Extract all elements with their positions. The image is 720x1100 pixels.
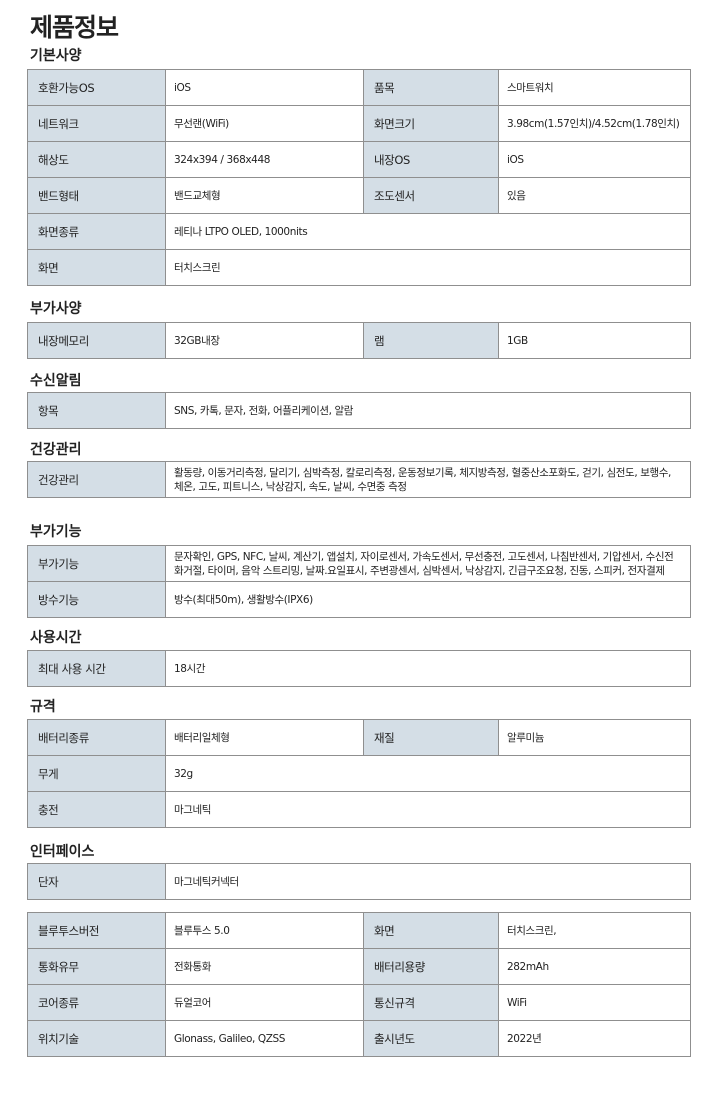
spec-value: 무선랜(WiFi) (165, 105, 364, 142)
section-heading: 기본사양 (30, 48, 82, 64)
spec-value: 3.98cm(1.57인치)/4.52cm(1.78인치) (498, 105, 691, 142)
spec-value: 스마트워치 (498, 69, 691, 106)
spec-value: WiFi (498, 984, 691, 1021)
spec-value: 32g (165, 755, 691, 792)
spec-table: 단자 마그네틱커넥터 (27, 863, 692, 900)
spec-row: 밴드형태 밴드교체형 조도센서 있음 (27, 177, 691, 214)
spec-label: 램 (363, 322, 499, 359)
spec-value: 레티나 LTPO OLED, 1000nits (165, 213, 691, 250)
spec-label: 배터리용량 (363, 948, 499, 985)
spec-label: 무게 (27, 755, 166, 792)
spec-row: 호환가능OS iOS 품목 스마트워치 (27, 69, 691, 106)
spec-label: 재질 (363, 719, 499, 756)
spec-value: 방수(최대50m), 생활방수(IPX6) (165, 581, 691, 618)
spec-label: 블루투스버전 (27, 912, 166, 949)
spec-label: 코어종류 (27, 984, 166, 1021)
spec-table: 배터리종류 배터리일체형 재질 알루미늄 무게 32g 충전 마그네틱 (27, 719, 691, 828)
spec-value: 2022년 (498, 1020, 691, 1057)
spec-row: 코어종류 듀얼코어 통신규격 WiFi (27, 984, 691, 1021)
spec-row: 블루투스버전 블루투스 5.0 화면 터치스크린, (27, 912, 691, 949)
spec-label: 화면크기 (363, 105, 499, 142)
spec-value: 18시간 (165, 650, 691, 687)
spec-value: 32GB내장 (165, 322, 364, 359)
spec-label: 밴드형태 (27, 177, 166, 214)
spec-label: 최대 사용 시간 (27, 650, 166, 687)
spec-label: 건강관리 (27, 461, 166, 498)
spec-row: 위치기술 Glonass, Galileo, QZSS 출시년도 2022년 (27, 1020, 691, 1057)
spec-label: 통신규격 (363, 984, 499, 1021)
spec-row: 배터리종류 배터리일체형 재질 알루미늄 (27, 719, 691, 756)
spec-label: 위치기술 (27, 1020, 166, 1057)
spec-value: iOS (498, 141, 691, 178)
spec-table: 내장메모리 32GB내장 램 1GB (27, 322, 691, 359)
spec-label: 품목 (363, 69, 499, 106)
spec-value: 마그네틱커넥터 (164, 863, 692, 900)
spec-label: 내장OS (363, 141, 499, 178)
spec-label: 화면 (27, 249, 166, 286)
spec-value: 전화통화 (165, 948, 364, 985)
spec-value: 밴드교체형 (165, 177, 364, 214)
spec-value: 듀얼코어 (165, 984, 364, 1021)
spec-label: 출시년도 (363, 1020, 499, 1057)
section-heading: 인터페이스 (30, 844, 95, 860)
spec-value: SNS, 카톡, 문자, 전화, 어플리케이션, 알람 (164, 392, 692, 429)
spec-row: 해상도 324x394 / 368x448 내장OS iOS (27, 141, 691, 178)
spec-row: 건강관리 활동량, 이동거리측정, 달리기, 심박측정, 칼로리측정, 운동정보기… (27, 461, 692, 498)
spec-table: 부가기능 문자확인, GPS, NFC, 날씨, 계산기, 앱설치, 자이로센서,… (27, 545, 691, 618)
spec-row: 항목 SNS, 카톡, 문자, 전화, 어플리케이션, 알람 (27, 392, 692, 429)
section-heading: 규격 (30, 699, 56, 715)
spec-label: 네트워크 (27, 105, 166, 142)
spec-value: 1GB (498, 322, 691, 359)
spec-value: 배터리일체형 (165, 719, 364, 756)
spec-row: 방수기능 방수(최대50m), 생활방수(IPX6) (27, 581, 691, 618)
spec-table: 항목 SNS, 카톡, 문자, 전화, 어플리케이션, 알람 (27, 392, 692, 429)
spec-value: 블루투스 5.0 (165, 912, 364, 949)
spec-label: 화면종류 (27, 213, 166, 250)
spec-label: 통화유무 (27, 948, 166, 985)
spec-value: 활동량, 이동거리측정, 달리기, 심박측정, 칼로리측정, 운동정보기록, 체… (164, 461, 692, 498)
spec-row: 통화유무 전화통화 배터리용량 282mAh (27, 948, 691, 985)
spec-value: 터치스크린 (165, 249, 691, 286)
spec-label: 호환가능OS (27, 69, 166, 106)
spec-value: 282mAh (498, 948, 691, 985)
spec-table: 건강관리 활동량, 이동거리측정, 달리기, 심박측정, 칼로리측정, 운동정보기… (27, 461, 692, 498)
section-heading: 수신알림 (30, 373, 82, 389)
spec-value: 324x394 / 368x448 (165, 141, 364, 178)
spec-row: 화면종류 레티나 LTPO OLED, 1000nits (27, 213, 691, 250)
section-heading: 사용시간 (30, 630, 82, 646)
spec-table: 최대 사용 시간 18시간 (27, 650, 691, 687)
spec-row: 최대 사용 시간 18시간 (27, 650, 691, 687)
spec-table: 호환가능OS iOS 품목 스마트워치 네트워크 무선랜(WiFi) 화면크기 3.98cm(… (27, 69, 691, 286)
spec-row: 충전 마그네틱 (27, 791, 691, 828)
spec-row: 부가기능 문자확인, GPS, NFC, 날씨, 계산기, 앱설치, 자이로센서,… (27, 545, 691, 582)
spec-value: iOS (165, 69, 364, 106)
spec-label: 화면 (363, 912, 499, 949)
spec-value: 터치스크린, (498, 912, 691, 949)
spec-value: Glonass, Galileo, QZSS (165, 1020, 364, 1057)
spec-table: 블루투스버전 블루투스 5.0 화면 터치스크린, 통화유무 전화통화 배터리용량 282mA… (27, 912, 691, 1057)
spec-value: 마그네틱 (165, 791, 691, 828)
spec-label: 충전 (27, 791, 166, 828)
spec-label: 항목 (27, 392, 166, 429)
spec-row: 네트워크 무선랜(WiFi) 화면크기 3.98cm(1.57인치)/4.52cm(1… (27, 105, 691, 142)
spec-label: 단자 (27, 863, 166, 900)
section-heading: 부가사양 (30, 301, 82, 317)
spec-row: 무게 32g (27, 755, 691, 792)
section-heading: 건강관리 (30, 442, 82, 458)
page-title: 제품정보 (30, 13, 119, 42)
spec-label: 내장메모리 (27, 322, 166, 359)
section-heading: 부가기능 (30, 524, 82, 540)
spec-label: 부가기능 (27, 545, 166, 582)
spec-row: 내장메모리 32GB내장 램 1GB (27, 322, 691, 359)
spec-label: 배터리종류 (27, 719, 166, 756)
spec-value: 있음 (498, 177, 691, 214)
spec-label: 해상도 (27, 141, 166, 178)
spec-value: 알루미늄 (498, 719, 691, 756)
spec-row: 화면 터치스크린 (27, 249, 691, 286)
spec-label: 조도센서 (363, 177, 499, 214)
spec-row: 단자 마그네틱커넥터 (27, 863, 692, 900)
spec-label: 방수기능 (27, 581, 166, 618)
spec-value: 문자확인, GPS, NFC, 날씨, 계산기, 앱설치, 자이로센서, 가속도… (165, 545, 691, 582)
